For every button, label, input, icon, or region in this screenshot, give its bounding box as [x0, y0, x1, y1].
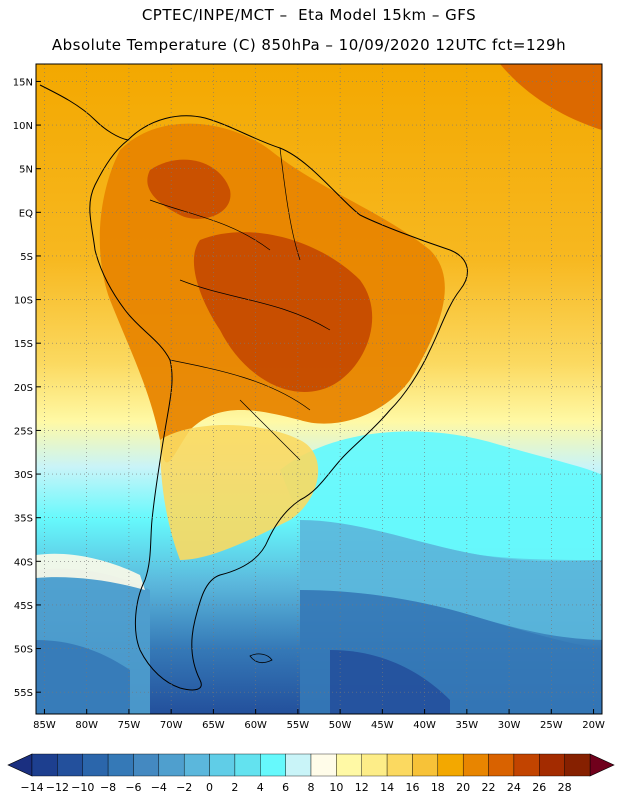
colorbar-swatch	[260, 753, 286, 777]
colorbar-high-arrow	[589, 753, 615, 777]
lon-label: 80W	[75, 720, 98, 731]
lon-label: 20W	[582, 720, 605, 731]
colorbar-low-arrow	[7, 753, 33, 777]
lat-label: 35S	[14, 514, 33, 525]
colorbar-swatch	[57, 753, 83, 777]
colorbar-swatch	[82, 753, 109, 777]
lat-label: 40S	[14, 557, 33, 568]
colorbar-swatch	[107, 753, 134, 777]
lat-label: 5S	[20, 252, 33, 263]
lat-label: 10N	[13, 121, 33, 132]
colorbar-label: −8	[100, 781, 116, 794]
colorbar-swatch	[209, 753, 236, 777]
lon-label: 70W	[160, 720, 183, 731]
longitude-labels: 85W 80W 75W 70W 65W 60W 55W 50W 45W 40W 35W 30W 25W 2…	[33, 709, 605, 731]
graticule	[36, 64, 602, 714]
lat-label: 15S	[14, 339, 33, 350]
colorbar-label: 20	[456, 781, 470, 794]
lat-label: 30S	[14, 470, 33, 481]
lon-label: 40W	[413, 720, 436, 731]
colorbar-swatch	[462, 753, 489, 777]
lat-label: 45S	[14, 601, 33, 612]
lat-label: 10S	[14, 296, 33, 307]
lon-label: 55W	[287, 720, 310, 731]
colorbar-swatch	[234, 753, 261, 777]
lon-label: 85W	[33, 720, 56, 731]
colorbar-label: 6	[282, 781, 289, 794]
lon-label: 30W	[498, 720, 521, 731]
colorbar-swatch	[158, 753, 185, 777]
colorbar-swatch	[513, 753, 540, 777]
lon-label: 25W	[540, 720, 563, 731]
colorbar-swatch	[310, 753, 337, 777]
colorbar-label: 2	[231, 781, 238, 794]
colorbar-label: −6	[125, 781, 141, 794]
temperature-map: 15N 10N 5N EQ 5S 10S 15S 20S 25S 30S 35S 40S 45S 50S 5…	[13, 63, 605, 731]
country-borders	[149, 147, 331, 461]
latitude-labels: 15N 10N 5N EQ 5S 10S 15S 20S 25S 30S 35S 40S 45S 50S 5…	[13, 77, 41, 699]
lon-label: 65W	[202, 720, 225, 731]
colorbar-swatch	[412, 753, 439, 777]
colorbar-swatch	[386, 753, 413, 777]
colorbar-label: 24	[507, 781, 521, 794]
colorbar-label: 22	[482, 781, 496, 794]
colorbar-swatch	[539, 753, 565, 777]
colorbar-label: 12	[355, 781, 369, 794]
colorbar-swatch	[437, 753, 464, 777]
colorbar-label: −4	[151, 781, 167, 794]
colorbar-label: 0	[206, 781, 213, 794]
colorbar-swatch	[488, 753, 515, 777]
colorbar-swatch	[183, 753, 210, 777]
colorbar-swatch	[133, 753, 160, 777]
lat-label: 55S	[14, 688, 33, 699]
lat-label: 25S	[14, 426, 33, 437]
colorbar-swatch	[564, 753, 591, 777]
lon-label: 45W	[371, 720, 394, 731]
colorbar-label: 4	[257, 781, 264, 794]
colorbar-label: 18	[431, 781, 445, 794]
colorbar-label: −14	[20, 781, 43, 794]
title-line-2: Absolute Temperature (C) 850hPa – 10/09/…	[51, 36, 567, 54]
lat-label: 20S	[14, 383, 33, 394]
colorbar-label: 16	[405, 781, 419, 794]
lat-label: 50S	[14, 645, 33, 656]
colorbar-label: 28	[558, 781, 572, 794]
lat-label: 15N	[13, 77, 33, 88]
colorbar-label: −12	[46, 781, 69, 794]
lon-label: 75W	[118, 720, 141, 731]
colorbar: −14 −12 −10 −8 −6 −4 −2 0 2 4 6 8 10 12 14 16 18 20 22 24 26…	[7, 753, 615, 794]
map-frame	[35, 63, 603, 715]
colorbar-swatch	[361, 753, 388, 777]
lon-label: 35W	[456, 720, 479, 731]
colorbar-label: −10	[71, 781, 94, 794]
colorbar-label: 8	[308, 781, 315, 794]
lat-label: 5N	[19, 165, 33, 176]
temperature-field	[36, 64, 602, 714]
colorbar-swatch	[31, 753, 58, 777]
coastline-south-america	[89, 115, 468, 691]
lon-label: 60W	[244, 720, 267, 731]
colorbar-label: −2	[176, 781, 192, 794]
lon-label: 50W	[329, 720, 352, 731]
colorbar-swatch	[336, 753, 362, 777]
colorbar-swatch	[285, 753, 312, 777]
colorbar-label: 10	[329, 781, 343, 794]
title-line-1: CPTEC/INPE/MCT – Eta Model 15km – GFS	[141, 6, 477, 24]
colorbar-label: 26	[532, 781, 546, 794]
colorbar-label: 14	[380, 781, 394, 794]
coastline-central-america	[39, 84, 129, 141]
lat-label: EQ	[19, 208, 33, 219]
